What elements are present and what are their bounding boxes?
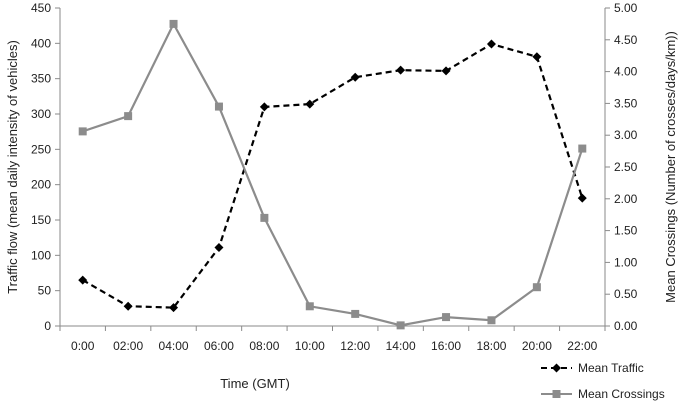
- data-point: [169, 19, 178, 28]
- x-tick-label: 14:00: [386, 339, 416, 353]
- x-tick-label: 10:00: [295, 339, 325, 353]
- x-tick-label: 0:00: [71, 339, 95, 353]
- data-point: [532, 52, 542, 62]
- y-axis-title: Traffic flow (mean daily intensity of ve…: [5, 40, 20, 294]
- legend-marker: [552, 390, 561, 398]
- data-point: [78, 275, 88, 285]
- y2-tick-label: 3.50: [614, 96, 638, 110]
- x-tick-label: 22:00: [567, 339, 597, 353]
- legend-item-0: Mean Traffic: [541, 361, 644, 375]
- x-tick-label: 08:00: [249, 339, 279, 353]
- data-point: [305, 302, 314, 311]
- data-point: [487, 316, 496, 325]
- data-point: [124, 112, 133, 121]
- legend-marker: [552, 363, 561, 373]
- series-0: [78, 39, 587, 313]
- data-point: [532, 283, 541, 292]
- data-point: [350, 72, 360, 82]
- data-point: [78, 127, 87, 136]
- data-point: [260, 213, 269, 222]
- data-point: [441, 66, 451, 76]
- series-1: [78, 19, 587, 330]
- legend-label: Mean Crossings: [578, 387, 665, 401]
- y2-axis-title: Mean Crossings (Number of crosses/days/k…: [663, 31, 678, 303]
- series-line: [82, 21, 584, 327]
- data-point: [123, 301, 133, 311]
- y2-tick-label: 1.00: [614, 255, 638, 269]
- y-tick-label: 50: [38, 284, 52, 298]
- data-point: [305, 99, 315, 109]
- data-point: [577, 193, 587, 203]
- data-point: [578, 144, 587, 153]
- x-tick-label: 06:00: [204, 339, 234, 353]
- legend-item-1: Mean Crossings: [541, 387, 665, 401]
- y2-tick-label: 2.50: [614, 160, 638, 174]
- y-tick-label: 100: [31, 248, 51, 262]
- data-point: [351, 309, 360, 318]
- y2-tick-label: 0.00: [614, 319, 638, 333]
- data-point: [214, 102, 223, 111]
- data-point: [214, 243, 224, 253]
- series-layer: [78, 19, 587, 330]
- data-point: [396, 321, 405, 330]
- series-line: [82, 42, 584, 309]
- y-tick-label: 0: [44, 319, 51, 333]
- y2-tick-label: 4.00: [614, 65, 638, 79]
- data-point: [486, 39, 496, 49]
- data-point: [169, 303, 179, 313]
- legend: Mean Traffic Mean Crossings: [541, 361, 665, 401]
- y-tick-label: 150: [31, 213, 51, 227]
- legend-label: Mean Traffic: [578, 361, 644, 375]
- x-tick-label: 02:00: [113, 339, 143, 353]
- data-point: [259, 102, 269, 112]
- y-tick-label: 450: [31, 1, 51, 15]
- x-tick-label: 20:00: [522, 339, 552, 353]
- y-tick-label: 300: [31, 107, 51, 121]
- data-point: [396, 65, 406, 75]
- y2-tick-label: 2.00: [614, 192, 638, 206]
- y2-tick-label: 1.50: [614, 224, 638, 238]
- x-tick-label: 12:00: [340, 339, 370, 353]
- y-tick-label: 250: [31, 142, 51, 156]
- y-tick-label: 400: [31, 36, 51, 50]
- y-tick-label: 350: [31, 72, 51, 86]
- x-tick-label: 18:00: [476, 339, 506, 353]
- y2-tick-label: 0.50: [614, 287, 638, 301]
- y2-tick-label: 4.50: [614, 33, 638, 47]
- y2-tick-label: 5.00: [614, 1, 638, 15]
- data-point: [442, 313, 451, 322]
- x-axis-title: Time (GMT): [220, 376, 290, 391]
- x-tick-label: 16:00: [431, 339, 461, 353]
- x-tick-label: 04:00: [159, 339, 189, 353]
- y-tick-label: 200: [31, 178, 51, 192]
- axes-layer: 0 50 100 150 200 250 300 350 400 450 0.00 0.50 1.00 1…: [5, 1, 678, 391]
- y2-tick-label: 3.00: [614, 128, 638, 142]
